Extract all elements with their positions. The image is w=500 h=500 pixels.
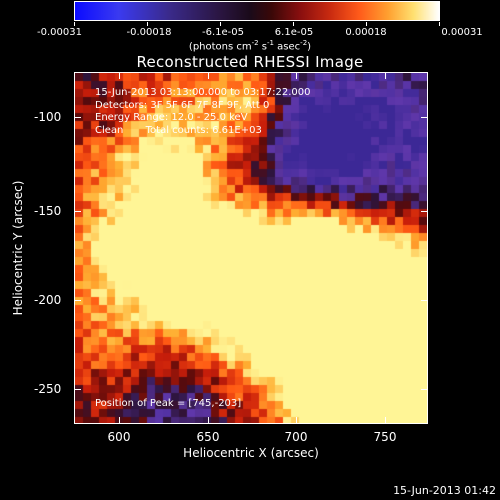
y-tick	[421, 117, 428, 118]
units-text: s	[258, 41, 268, 53]
colorbar-label: 0.00018	[345, 27, 387, 38]
render-timestamp: 15-Jun-2013 01:42	[393, 484, 496, 497]
units-exponent: -2	[251, 39, 259, 47]
y-tick-label: -250	[34, 382, 62, 396]
colorbar-label: -6.1e-05	[202, 27, 244, 38]
colorbar-tick	[366, 22, 367, 26]
x-tick-label: 700	[284, 430, 308, 444]
colorbar-tick	[74, 22, 75, 26]
x-tick	[385, 417, 386, 424]
x-tick	[119, 417, 120, 424]
colorbar-tick	[293, 22, 294, 26]
colorbar	[74, 1, 440, 21]
colorbar-units: (photons cm-2 s-1 asec-2)	[0, 39, 500, 52]
y-tick	[421, 211, 428, 212]
y-tick	[74, 389, 81, 390]
x-tick-label: 650	[196, 430, 220, 444]
y-tick	[421, 300, 428, 301]
x-tick-label: 600	[107, 430, 131, 444]
image-plot[interactable]: 15-Jun-2013 03:13:00.000 to 03:17:22.000…	[74, 72, 428, 424]
colorbar-label: -0.00018	[126, 27, 172, 38]
y-tick-label: -100	[34, 110, 62, 124]
y-tick-label: -200	[34, 293, 62, 307]
colorbar-gradient	[75, 2, 439, 20]
plot-title: Reconstructed RHESSI Image	[136, 53, 364, 71]
x-tick	[119, 72, 120, 79]
y-tick-label: -150	[34, 204, 62, 218]
annotation-block: 15-Jun-2013 03:13:00.000 to 03:17:22.000…	[95, 87, 311, 137]
units-exponent: -2	[300, 39, 308, 47]
colorbar-label: 0.00031	[441, 27, 483, 38]
units-text: (photons cm	[188, 41, 252, 53]
y-axis-title: Heliocentric Y (arcsec)	[11, 180, 25, 316]
units-text: asec	[274, 41, 301, 53]
x-tick	[296, 72, 297, 79]
colorbar-tick	[220, 22, 221, 26]
y-tick	[74, 300, 81, 301]
peak-position: Position of Peak = [745,-203]	[95, 398, 242, 409]
colorbar-label: 6.1e-05	[274, 27, 314, 38]
x-tick	[208, 72, 209, 79]
energy-range: Energy Range: 12.0 - 25.0 keV	[95, 112, 248, 123]
x-tick	[296, 417, 297, 424]
y-tick	[74, 117, 81, 118]
x-tick	[208, 417, 209, 424]
time-range: 15-Jun-2013 03:13:00.000 to 03:17:22.000	[95, 87, 311, 98]
y-tick	[421, 389, 428, 390]
detectors-text: Detectors: 3F 5F 6F 7F 8F 9F, Att 0	[95, 99, 270, 111]
rhessi-heatmap[interactable]	[75, 73, 427, 423]
units-exponent: -1	[267, 39, 274, 47]
clean-counts: Clean Total counts: 6.61E+03	[95, 124, 262, 136]
x-tick	[385, 72, 386, 79]
x-axis-title: Heliocentric X (arcsec)	[183, 446, 319, 460]
colorbar-tick	[439, 22, 440, 26]
colorbar-tick	[147, 22, 148, 26]
y-tick	[74, 211, 81, 212]
colorbar-label: -0.00031	[37, 27, 82, 38]
units-text: )	[307, 41, 312, 53]
x-tick-label: 750	[373, 430, 397, 444]
